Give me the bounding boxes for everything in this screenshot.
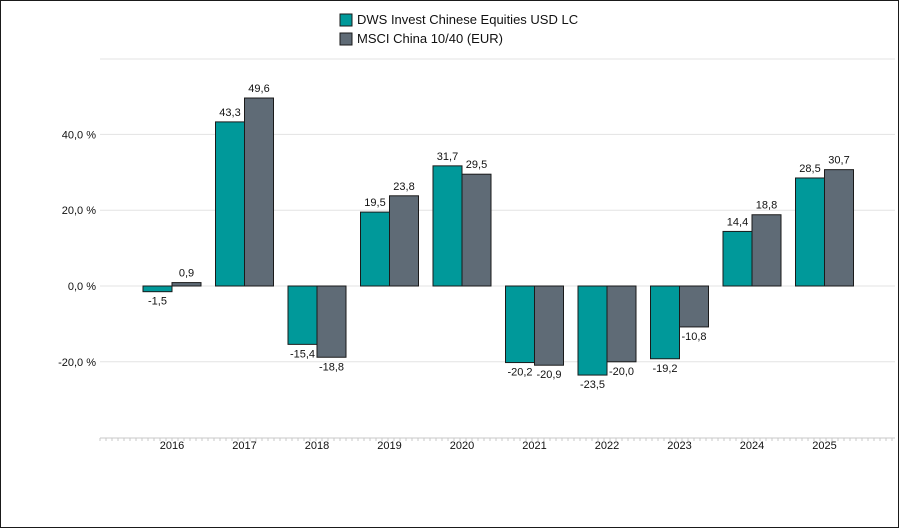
- data-label: -20,2: [507, 367, 532, 379]
- bar-benchmark-2025: [824, 169, 854, 287]
- x-tick-label: 2018: [305, 440, 329, 452]
- data-label: 49,6: [248, 83, 269, 95]
- legend-swatch-benchmark: [339, 32, 353, 46]
- data-label: 31,7: [437, 151, 458, 163]
- x-tick-label: 2019: [377, 440, 401, 452]
- data-label: 19,5: [364, 197, 385, 209]
- legend-label-benchmark: MSCI China 10/40 (EUR): [357, 31, 503, 46]
- bar-benchmark-2017: [244, 97, 274, 287]
- y-tick-label: 40,0 %: [62, 129, 96, 141]
- data-label: 0,9: [179, 268, 194, 280]
- data-label: -20,0: [609, 366, 634, 378]
- x-tick-label: 2016: [160, 440, 184, 452]
- x-tick-label: 2022: [595, 440, 619, 452]
- bar-benchmark-2023: [679, 285, 709, 328]
- bar-benchmark-2024: [751, 214, 782, 287]
- data-label: -15,4: [290, 348, 315, 360]
- data-label: 23,8: [393, 181, 414, 193]
- x-tick-label: 2021: [522, 440, 546, 452]
- legend-label-fund: DWS Invest Chinese Equities USD LC: [357, 12, 578, 27]
- x-tick-label: 2024: [740, 440, 764, 452]
- y-tick-label: -20,0 %: [58, 357, 96, 369]
- bar-benchmark-2019: [389, 195, 419, 287]
- data-label: -18,8: [319, 361, 344, 373]
- bar-fund-2020: [432, 165, 463, 287]
- legend-swatch-fund: [339, 13, 353, 27]
- data-label: -23,5: [580, 379, 605, 391]
- data-label: 28,5: [799, 163, 820, 175]
- data-label: 30,7: [828, 155, 849, 167]
- data-label: 18,8: [756, 200, 777, 212]
- x-tick-label: 2020: [450, 440, 474, 452]
- y-tick-label: 20,0 %: [62, 205, 96, 217]
- bar-fund-2021: [505, 285, 535, 364]
- bar-fund-2025: [795, 177, 825, 287]
- bar-fund-2019: [360, 211, 390, 287]
- bar-fund-2022: [577, 285, 608, 376]
- data-label: -1,5: [148, 296, 167, 308]
- bar-benchmark-2021: [534, 285, 564, 366]
- bar-fund-2023: [650, 285, 680, 360]
- bar-fund-2018: [287, 285, 318, 345]
- data-label: -19,2: [652, 363, 677, 375]
- x-tick-label: 2023: [667, 440, 691, 452]
- bar-fund-2024: [722, 230, 753, 287]
- data-label: -10,8: [681, 331, 706, 343]
- data-label: 14,4: [727, 216, 748, 228]
- y-tick-label: 0,0 %: [68, 281, 96, 293]
- bar-benchmark-2018: [316, 285, 347, 358]
- data-label: -20,9: [536, 369, 561, 381]
- x-tick-label: 2025: [812, 440, 836, 452]
- bar-benchmark-2020: [461, 173, 492, 287]
- data-label: 29,5: [466, 159, 487, 171]
- bar-fund-2017: [215, 121, 245, 287]
- bar-benchmark-2016: [171, 282, 202, 287]
- x-tick-label: 2017: [232, 440, 256, 452]
- data-label: 43,3: [219, 107, 240, 119]
- bar-fund-2016: [142, 285, 173, 293]
- bar-benchmark-2022: [606, 285, 637, 363]
